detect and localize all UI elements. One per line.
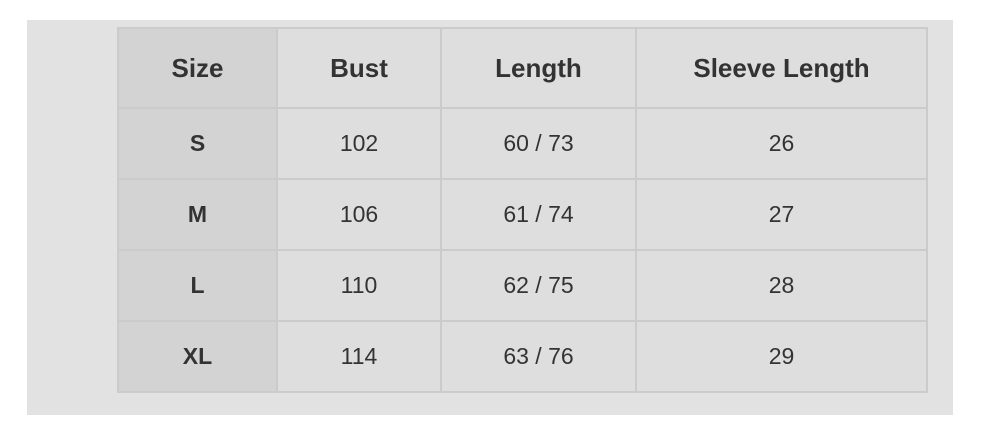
- table-cell: 110: [276, 249, 442, 322]
- header-cell: Size: [117, 27, 278, 109]
- table-cell: 60 / 73: [440, 107, 637, 180]
- table-cell: 61 / 74: [440, 178, 637, 251]
- table-row: S 102 60 / 73 26: [117, 107, 928, 180]
- table-cell: 27: [635, 178, 928, 251]
- size-cell: L: [117, 249, 278, 322]
- table-cell: 106: [276, 178, 442, 251]
- table-cell: 102: [276, 107, 442, 180]
- size-cell: S: [117, 107, 278, 180]
- table-cell: 28: [635, 249, 928, 322]
- header-row: Size Bust Length Sleeve Length: [117, 27, 928, 109]
- table-cell: 29: [635, 320, 928, 393]
- header-cell: Bust: [276, 27, 442, 109]
- size-table: Size Bust Length Sleeve Length S 102 60 / 73 2…: [117, 27, 928, 393]
- table-row: XL 114 63 / 76 29: [117, 320, 928, 393]
- table-row: L 110 62 / 75 28: [117, 249, 928, 322]
- size-cell: M: [117, 178, 278, 251]
- table-row: M 106 61 / 74 27: [117, 178, 928, 251]
- header-cell: Length: [440, 27, 637, 109]
- table-cell: 114: [276, 320, 442, 393]
- table-cell: 63 / 76: [440, 320, 637, 393]
- header-cell: Sleeve Length: [635, 27, 928, 109]
- table-cell: 62 / 75: [440, 249, 637, 322]
- size-cell: XL: [117, 320, 278, 393]
- table-cell: 26: [635, 107, 928, 180]
- table-body: S 102 60 / 73 26 M 106 61 / 74 27 L 110 62 / 75 28 X…: [117, 107, 928, 393]
